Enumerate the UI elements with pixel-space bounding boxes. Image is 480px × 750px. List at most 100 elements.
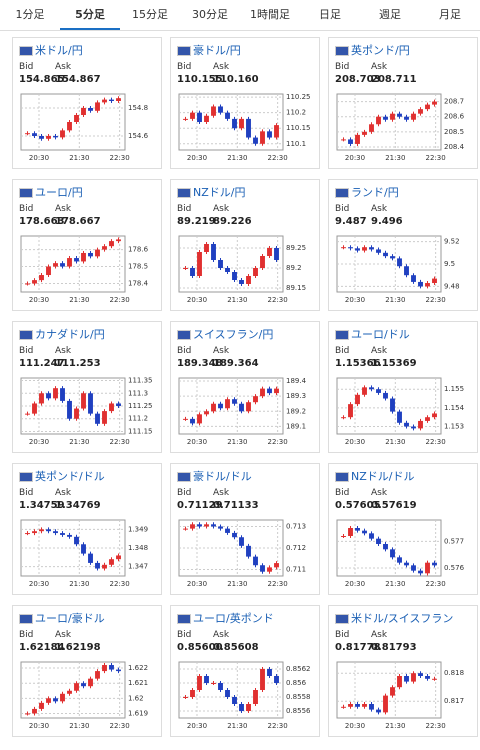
candle-body [341, 139, 346, 141]
candle-body [60, 263, 65, 267]
candle-body [67, 534, 72, 537]
candle-body [376, 116, 381, 125]
candle-body [46, 393, 51, 399]
currency-pair-link[interactable]: 英ポンド/円 [351, 44, 410, 57]
ask-value: 0.85608 [213, 642, 259, 653]
x-tick-label: 22:30 [426, 722, 446, 730]
candle-body [218, 403, 223, 409]
currency-card: 米ドル/スイスフラン Bid Ask 0.81778 0.81793 0.817 0.818… [328, 605, 478, 737]
candle-body [404, 266, 409, 276]
x-tick-label: 22:30 [426, 438, 446, 446]
chart-frame [178, 93, 284, 151]
y-tick-label: 208.5 [444, 128, 464, 136]
tab[interactable]: 5分足 [60, 0, 120, 30]
y-tick-label: 9.5 [444, 260, 455, 268]
currency-pair-link[interactable]: ユーロ/ドル [351, 328, 410, 341]
currency-pair-link[interactable]: ユーロ/英ポンド [193, 612, 274, 625]
currency-pair-link[interactable]: ランド/円 [351, 186, 399, 199]
tab[interactable]: 15分足 [132, 8, 168, 21]
currency-pair-link[interactable]: ユーロ/豪ドル [35, 612, 105, 625]
candle-body [211, 524, 216, 527]
candle-body [376, 538, 381, 544]
x-tick-label: 22:30 [426, 296, 446, 304]
ask-value: 189.364 [213, 358, 259, 369]
candle-body [432, 678, 437, 680]
bid-value: 1.62184 [19, 642, 65, 653]
candle-body [397, 676, 402, 688]
y-tick-label: 189.4 [286, 377, 307, 385]
candle-body [116, 555, 121, 560]
candle-body [95, 249, 100, 257]
candle-body [432, 413, 437, 418]
candle-body [253, 556, 258, 566]
tab[interactable]: 週足 [379, 8, 401, 21]
flag-icon [335, 472, 349, 482]
currency-pair-link[interactable]: 英ポンド/ドル [35, 470, 105, 483]
candle-body [432, 562, 437, 566]
candle-body [404, 422, 409, 427]
candle-body [390, 113, 395, 120]
currency-pair-link[interactable]: スイスフラン/円 [193, 328, 274, 341]
ask-label: Ask [55, 204, 72, 214]
y-tick-label: 0.818 [444, 669, 464, 677]
tab[interactable]: 月足 [439, 8, 461, 21]
candle-body [341, 536, 346, 537]
candle-body [355, 528, 360, 531]
tab[interactable]: 1分足 [15, 8, 45, 21]
flag-icon [177, 472, 191, 482]
candle-body [39, 393, 44, 404]
candle-body [25, 713, 30, 715]
ask-value: 9.496 [371, 216, 403, 227]
candle-body [116, 98, 121, 101]
candle-body [32, 708, 37, 714]
bid-value: 178.663 [19, 216, 65, 227]
y-tick-label: 154.8 [128, 104, 148, 112]
candle-body [67, 400, 72, 419]
currency-pair-link[interactable]: 米ドル/スイスフラン [351, 612, 454, 625]
candle-body [369, 247, 374, 250]
chart-frame [178, 661, 284, 719]
chart-frame [20, 93, 126, 151]
y-tick-label: 1.347 [128, 563, 148, 571]
y-tick-label: 1.619 [128, 709, 148, 717]
currency-pair-link[interactable]: カナダドル/円 [35, 328, 105, 341]
candle-body [183, 118, 188, 120]
candle-body [432, 101, 437, 105]
candle-body [348, 704, 353, 707]
candle-body [190, 112, 195, 119]
candle-body [204, 524, 209, 527]
mini-chart: 0.576 0.577 20:30 21:30 22:30 [336, 519, 465, 588]
currency-pair-link[interactable]: NZドル/円 [193, 186, 246, 199]
candle-body [397, 557, 402, 563]
candle-body [418, 673, 423, 676]
currency-pair-link[interactable]: ユーロ/円 [35, 186, 83, 199]
y-tick-label: 0.856 [286, 679, 307, 687]
candle-body [225, 268, 230, 272]
mini-chart: 178.4 178.5 178.6 20:30 21:30 22:30 [20, 235, 149, 304]
currency-pair-link[interactable]: 豪ドル/円 [193, 44, 241, 57]
tab[interactable]: 1時間足 [250, 8, 290, 21]
candle-body [232, 118, 237, 129]
candle-body [432, 278, 437, 284]
currency-pair-link[interactable]: 豪ドル/ドル [193, 470, 252, 483]
x-tick-label: 21:30 [385, 580, 405, 588]
candle-body [46, 136, 51, 139]
currency-pair-link[interactable]: NZドル/ドル [351, 470, 415, 483]
mini-chart: 9.48 9.5 9.52 20:30 21:30 22:30 [336, 235, 460, 304]
flag-icon [19, 614, 33, 624]
candle-body [341, 417, 346, 419]
tab[interactable]: 日足 [319, 8, 341, 21]
candle-body [232, 697, 237, 704]
candle-body [218, 683, 223, 690]
tab[interactable]: 30分足 [192, 8, 228, 21]
currency-pair-link[interactable]: 米ドル/円 [35, 44, 83, 57]
candle-body [397, 258, 402, 267]
y-tick-label: 0.713 [286, 522, 306, 530]
candle-body [274, 388, 279, 394]
candle-body [53, 136, 58, 138]
ask-label: Ask [371, 346, 388, 356]
candle-body [95, 413, 100, 424]
candle-body [232, 272, 237, 280]
flag-icon [335, 46, 349, 56]
candle-body [383, 116, 388, 120]
